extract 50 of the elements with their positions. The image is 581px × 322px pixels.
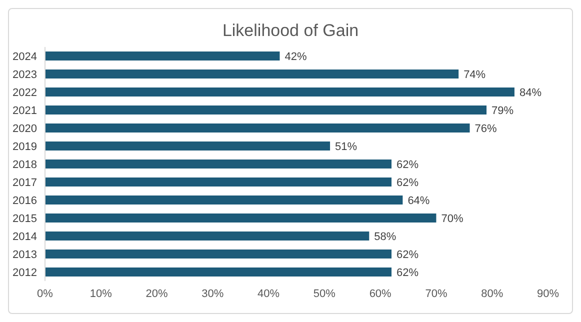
bar <box>45 178 392 186</box>
x-tick-label: 0% <box>37 288 54 300</box>
y-tick-label: 2020 <box>12 122 37 135</box>
bar <box>45 70 459 78</box>
x-tick-label: 80% <box>481 288 504 300</box>
data-label: 51% <box>335 140 358 153</box>
data-label: 42% <box>284 50 307 63</box>
data-label: 76% <box>474 122 497 135</box>
bar <box>45 268 392 276</box>
bar <box>45 106 487 114</box>
x-tick-label: 90% <box>536 288 560 300</box>
y-tick-label: 2024 <box>12 50 37 63</box>
y-tick-label: 2023 <box>12 68 37 81</box>
data-label: 62% <box>396 248 419 261</box>
data-label: 70% <box>441 212 464 225</box>
data-label: 62% <box>396 176 419 189</box>
y-tick-label: 2012 <box>12 266 37 279</box>
data-label: 62% <box>396 266 419 279</box>
bar <box>45 88 514 96</box>
bar <box>45 142 330 150</box>
y-tick-label: 2022 <box>12 86 37 99</box>
bar <box>45 124 470 132</box>
bar <box>45 160 392 168</box>
bar <box>45 214 436 222</box>
x-tick-label: 20% <box>146 288 168 300</box>
data-label: 84% <box>519 86 542 99</box>
y-tick-label: 2018 <box>12 158 37 171</box>
bar <box>45 232 370 240</box>
y-tick-label: 2014 <box>12 230 37 243</box>
bar <box>45 196 403 204</box>
y-tick-label: 2021 <box>12 104 37 117</box>
y-tick-label: 2016 <box>12 194 37 207</box>
y-tick-label: 2017 <box>12 176 37 189</box>
data-label: 62% <box>396 158 419 171</box>
y-tick-label: 2013 <box>12 248 37 261</box>
x-tick-label: 60% <box>369 288 392 300</box>
x-tick-label: 50% <box>313 288 336 300</box>
data-label: 79% <box>492 104 514 117</box>
x-tick-label: 70% <box>425 288 448 300</box>
data-label: 74% <box>464 68 486 81</box>
x-tick-label: 30% <box>202 288 224 300</box>
data-label: 64% <box>408 194 430 207</box>
x-tick-label: 40% <box>258 288 280 300</box>
y-tick-label: 2015 <box>12 212 37 225</box>
x-tick-label: 10% <box>90 288 112 300</box>
y-tick-label: 2019 <box>12 140 37 153</box>
chart-title: Likelihood of Gain <box>221 20 360 42</box>
bar <box>45 52 280 60</box>
bar <box>45 250 392 258</box>
data-label: 58% <box>374 230 396 243</box>
